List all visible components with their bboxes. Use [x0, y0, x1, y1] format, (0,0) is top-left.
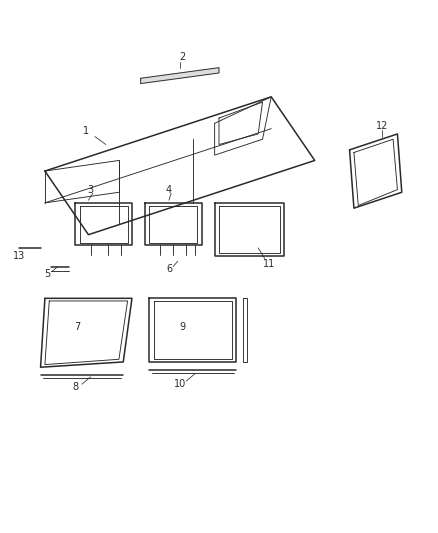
Text: 6: 6	[166, 264, 172, 274]
Text: 3: 3	[88, 184, 94, 195]
Text: 13: 13	[13, 251, 25, 261]
Text: 8: 8	[72, 382, 78, 392]
Text: 9: 9	[179, 322, 185, 333]
Text: 11: 11	[263, 259, 275, 269]
Polygon shape	[141, 68, 219, 84]
Text: 10: 10	[174, 379, 186, 389]
Text: 7: 7	[74, 322, 81, 333]
Text: 12: 12	[376, 121, 389, 131]
Text: 5: 5	[44, 270, 50, 279]
Text: 4: 4	[166, 184, 172, 195]
Text: 2: 2	[179, 52, 185, 62]
Text: 1: 1	[83, 126, 89, 136]
